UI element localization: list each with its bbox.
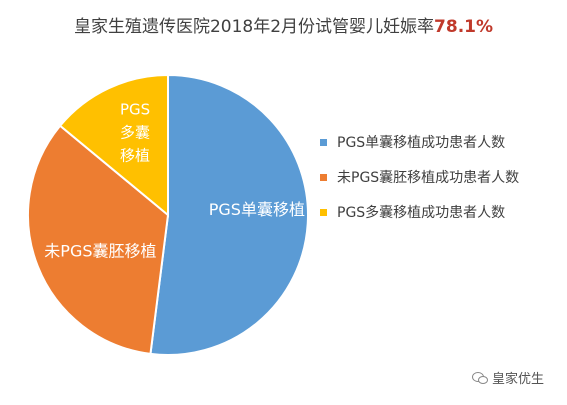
pie-slice: [149, 73, 309, 356]
watermark-text: 皇家优生: [492, 372, 545, 387]
legend-label: 未PGS囊胚移植成功患者人数: [337, 170, 520, 186]
slice-label: 未PGS囊胚移植: [44, 242, 156, 261]
slice-label: PGS单囊移植: [209, 200, 305, 219]
legend-item: PGS多囊移植成功患者人数: [320, 203, 519, 221]
chart-title: 皇家生殖遗传医院2018年2月份试管婴儿妊娠率78.1%: [0, 12, 567, 37]
legend-swatch: [320, 208, 327, 216]
legend-label: PGS多囊移植成功患者人数: [337, 205, 506, 221]
legend-swatch: [320, 138, 327, 146]
legend-item: 未PGS囊胚移植成功患者人数: [320, 168, 519, 186]
watermark: 皇家优生: [472, 368, 544, 387]
legend-swatch: [320, 173, 327, 181]
chart-title-text: 皇家生殖遗传医院2018年2月份试管婴儿妊娠率: [73, 17, 435, 37]
legend-item: PGS单囊移植成功患者人数: [320, 133, 519, 151]
pie-slice: [27, 124, 170, 356]
chart-title-highlight: 78.1%: [434, 17, 494, 37]
wechat-icon: [472, 371, 488, 385]
legend-label: PGS单囊移植成功患者人数: [337, 135, 506, 151]
pie-slice: [58, 73, 169, 218]
slice-label: PGS 多囊移植: [120, 100, 150, 164]
chart-legend: PGS单囊移植成功患者人数 未PGS囊胚移植成功患者人数 PGS多囊移植成功患者…: [320, 133, 519, 238]
